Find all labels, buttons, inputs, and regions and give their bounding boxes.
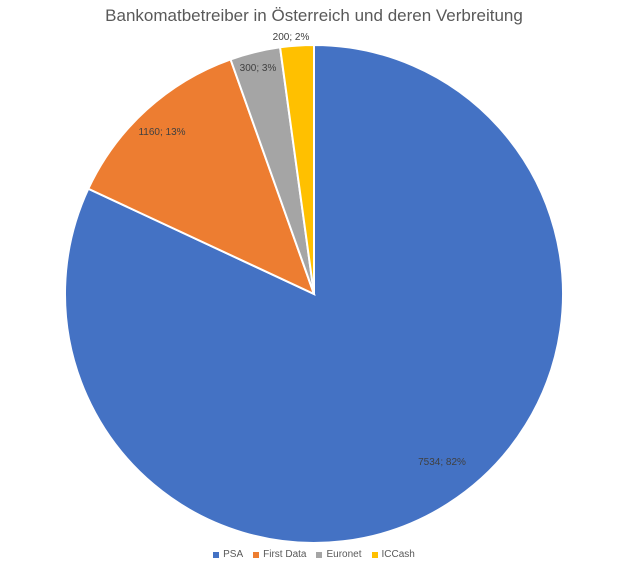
data-labels: 7534; 82% 1160; 13% 300; 3% 200; 2%: [138, 32, 466, 468]
pie-slice-first-data: [87, 58, 316, 296]
legend-swatch: [213, 551, 220, 558]
data-label-first-data: 1160; 13%: [138, 127, 185, 138]
legend-label: Euronet: [326, 549, 362, 560]
legend: PSA First Data Euronet ICCash: [0, 549, 628, 560]
data-label-iccash: 200; 2%: [273, 32, 310, 43]
pie-slice-iccash: [278, 43, 315, 295]
legend-label: PSA: [223, 549, 244, 560]
data-label-psa: 7534; 82%: [418, 457, 466, 468]
data-label-euronet: 300; 3%: [240, 63, 277, 74]
legend-item-euronet: Euronet: [316, 549, 362, 560]
legend-item-psa: PSA: [213, 549, 243, 560]
legend-swatch: [316, 551, 323, 558]
legend-label: First Data: [263, 549, 307, 560]
chart-title: Bankomatbetreiber in Österreich und dere…: [105, 6, 523, 25]
pie-slices: [64, 43, 564, 544]
legend-swatch: [371, 551, 378, 558]
legend-swatch: [253, 551, 260, 558]
legend-item-iccash: ICCash: [371, 549, 415, 560]
legend-label: ICCash: [381, 549, 415, 560]
legend-item-first-data: First Data: [253, 549, 306, 560]
